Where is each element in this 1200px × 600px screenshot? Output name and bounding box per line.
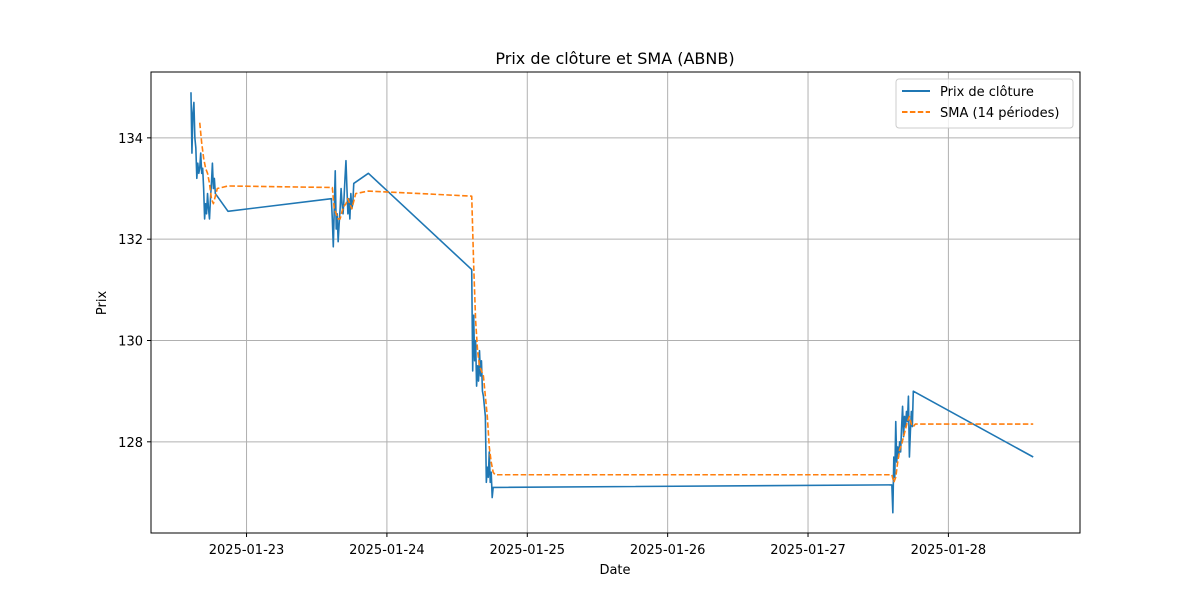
- y-axis-label: Prix: [95, 291, 110, 316]
- x-tick-label: 2025-01-24: [349, 543, 425, 558]
- x-tick-label: 2025-01-27: [770, 543, 846, 558]
- y-tick-label: 130: [118, 334, 143, 349]
- legend-label-sma: SMA (14 périodes): [940, 106, 1060, 121]
- y-tick-label: 134: [118, 132, 143, 147]
- sma-line: [198, 122, 1034, 484]
- y-axis-ticks: 128 130 132 134: [118, 132, 151, 451]
- closing-price-line: [190, 92, 1034, 514]
- y-tick-label: 128: [118, 436, 143, 451]
- grid-lines: [151, 72, 1080, 533]
- x-tick-label: 2025-01-25: [489, 543, 565, 558]
- x-axis-ticks: 2025-01-23 2025-01-24 2025-01-25 2025-01-26…: [209, 533, 986, 558]
- chart-title: Prix de clôture et SMA (ABNB): [495, 49, 734, 68]
- x-tick-label: 2025-01-28: [911, 543, 987, 558]
- x-tick-label: 2025-01-26: [630, 543, 706, 558]
- plot-frame: [150, 71, 1081, 534]
- x-axis-label: Date: [599, 563, 630, 578]
- series-lines: [190, 92, 1034, 514]
- legend-label-closing-price: Prix de clôture: [940, 85, 1034, 100]
- legend: Prix de clôture SMA (14 périodes): [895, 78, 1074, 129]
- x-tick-label: 2025-01-23: [209, 543, 285, 558]
- y-tick-label: 132: [118, 233, 143, 248]
- legend-box: [895, 78, 1074, 129]
